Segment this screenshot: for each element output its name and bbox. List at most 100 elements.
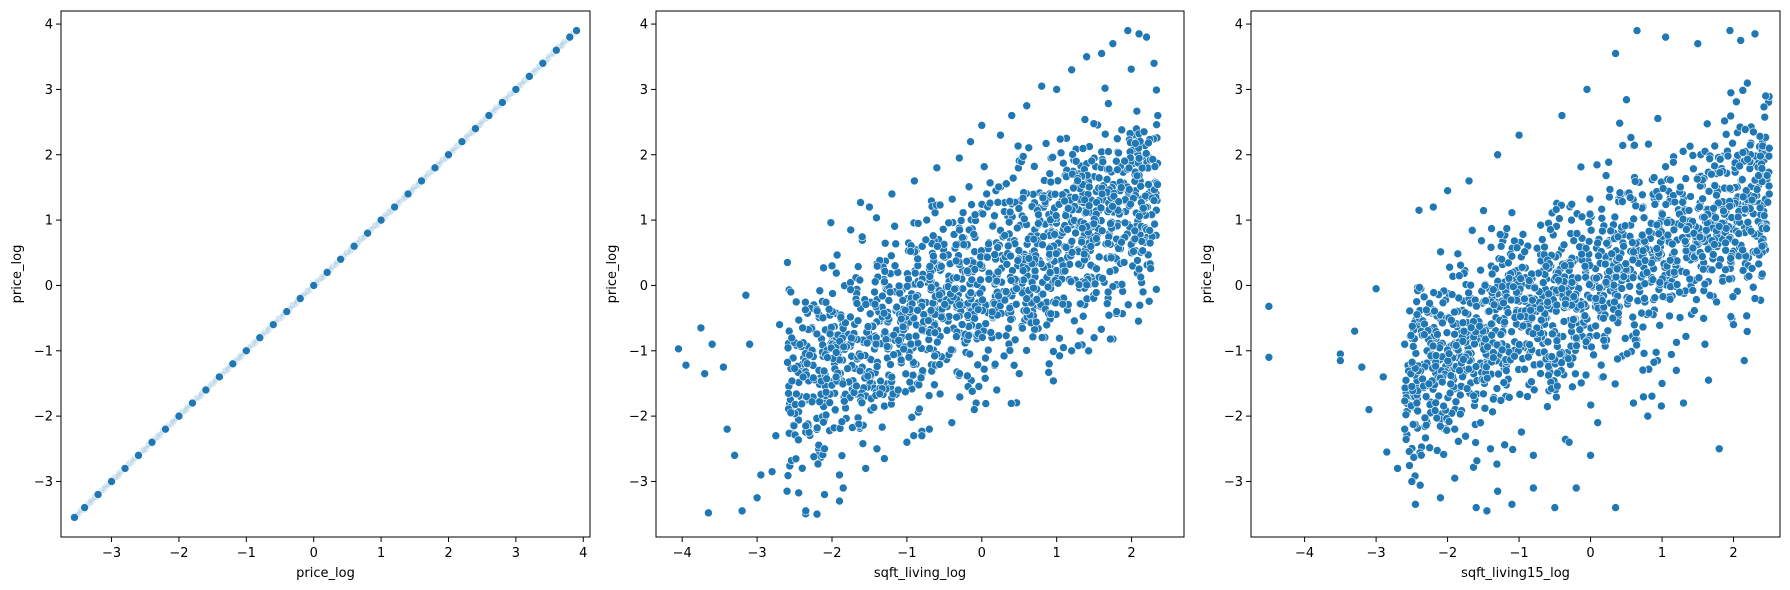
- y-tick-label: 1: [640, 214, 648, 229]
- data-point: [1569, 292, 1579, 301]
- data-point: [1117, 125, 1127, 135]
- y-tick-label: 3: [640, 83, 648, 98]
- data-point: [983, 252, 992, 262]
- data-point: [1476, 265, 1485, 275]
- data-point: [1086, 242, 1096, 251]
- data-point: [1152, 120, 1161, 129]
- data-point: [1134, 316, 1143, 326]
- data-point: [417, 176, 426, 186]
- data-point: [911, 331, 921, 341]
- data-point: [1018, 266, 1028, 275]
- data-point: [1657, 379, 1667, 388]
- data-point: [839, 396, 849, 406]
- data-point: [1742, 327, 1752, 336]
- data-point: [1538, 235, 1547, 244]
- data-point: [1439, 401, 1448, 411]
- data-point: [1552, 381, 1562, 391]
- data-point: [798, 323, 807, 333]
- data-point: [1551, 205, 1561, 214]
- data-point: [899, 344, 908, 354]
- data-point: [376, 215, 386, 225]
- data-point: [201, 385, 211, 395]
- data-point: [1074, 280, 1084, 290]
- data-point: [1619, 241, 1628, 251]
- data-point: [1089, 119, 1099, 128]
- data-point: [1144, 138, 1153, 148]
- data-point: [1678, 197, 1687, 207]
- data-point: [1489, 285, 1498, 294]
- data-point: [1077, 237, 1086, 247]
- data-point: [1700, 339, 1710, 349]
- data-point: [1454, 271, 1464, 281]
- y-tick-label: 1: [45, 214, 53, 229]
- data-point: [1680, 236, 1690, 246]
- data-point: [1493, 486, 1502, 496]
- data-point: [928, 231, 938, 241]
- data-point: [1087, 156, 1097, 166]
- data-point: [1456, 260, 1465, 270]
- data-point: [869, 403, 879, 412]
- data-point: [1415, 480, 1425, 490]
- data-point: [1630, 140, 1639, 150]
- data-point: [1598, 226, 1607, 236]
- data-point: [970, 265, 980, 274]
- data-point: [1458, 318, 1468, 328]
- data-point: [1124, 185, 1134, 194]
- data-point: [891, 239, 901, 249]
- data-point: [978, 209, 988, 219]
- data-point: [1654, 192, 1664, 202]
- data-point: [1052, 85, 1061, 94]
- data-point: [856, 351, 866, 361]
- data-point: [1740, 125, 1750, 134]
- data-point: [1471, 438, 1480, 447]
- data-point: [1461, 431, 1470, 441]
- data-point: [933, 242, 942, 251]
- data-point: [870, 299, 880, 309]
- data-point: [1029, 283, 1038, 293]
- data-point: [958, 233, 967, 242]
- data-point: [1444, 417, 1454, 426]
- data-point: [1639, 349, 1649, 358]
- data-point: [990, 359, 1000, 369]
- data-point: [933, 337, 942, 347]
- data-point: [1483, 342, 1492, 352]
- points-group: [1264, 26, 1774, 516]
- data-point: [1005, 207, 1015, 217]
- data-point: [863, 371, 873, 381]
- data-point: [924, 391, 934, 400]
- data-point: [1420, 413, 1430, 423]
- data-point: [268, 320, 278, 329]
- data-point: [1644, 308, 1654, 318]
- data-point: [910, 176, 919, 186]
- data-point: [1443, 186, 1452, 195]
- data-point: [1421, 433, 1430, 443]
- data-point: [1509, 282, 1518, 292]
- scatter-panel-sqft-living-log: −4 −3 −2 −1 0 1 2 −3 −2 −1 0 1 2 3 4 sqft_living_log pri…: [605, 10, 1185, 581]
- data-point: [1104, 147, 1113, 156]
- data-point: [898, 322, 908, 332]
- data-point: [1078, 311, 1088, 321]
- data-point: [1014, 369, 1024, 378]
- data-point: [1536, 315, 1546, 325]
- data-point: [1108, 39, 1118, 48]
- data-point: [1450, 473, 1460, 483]
- x-tick-label: −1: [237, 546, 256, 561]
- data-point: [832, 268, 841, 278]
- data-point: [1024, 143, 1034, 153]
- data-point: [1130, 226, 1140, 236]
- data-point: [1546, 225, 1555, 234]
- data-point: [1120, 156, 1129, 166]
- data-point: [1591, 294, 1601, 303]
- data-point: [1625, 193, 1635, 202]
- data-point: [1038, 289, 1048, 299]
- data-point: [930, 328, 940, 338]
- data-point: [1738, 245, 1747, 255]
- data-point: [981, 353, 990, 363]
- data-point: [1144, 180, 1153, 189]
- data-point: [1678, 214, 1688, 224]
- data-point: [1589, 350, 1598, 360]
- data-point: [1617, 284, 1627, 293]
- data-point: [1082, 280, 1092, 290]
- data-point: [1150, 219, 1159, 229]
- data-point: [1629, 247, 1638, 257]
